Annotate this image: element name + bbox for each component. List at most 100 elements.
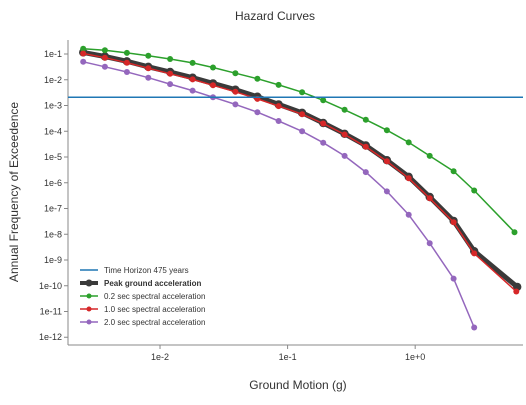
data-point: [426, 195, 433, 202]
legend-swatch-marker: [86, 306, 92, 312]
data-point: [232, 101, 239, 108]
data-point: [210, 82, 216, 89]
data-point: [275, 118, 282, 124]
x-tick-label: 1e+0: [405, 352, 425, 362]
data-point: [145, 74, 152, 81]
y-axis: 1e-1 1e-2 1e-3 1e-4 1e-5 1e-6 1e-7 1e-8 1e-9 1e-1…: [39, 49, 68, 342]
legend: Time Horizon 475 years Peak ground accele…: [80, 266, 205, 327]
data-point: [320, 97, 327, 104]
data-point: [450, 168, 457, 175]
series-4: [80, 58, 478, 331]
data-point: [450, 275, 457, 282]
data-point: [123, 59, 130, 66]
data-point: [383, 158, 390, 165]
x-tick-label: 1e-1: [279, 352, 297, 362]
y-tick-label: 1e-1: [44, 49, 62, 59]
data-point: [254, 109, 261, 116]
data-point: [189, 76, 196, 83]
data-point: [123, 49, 130, 56]
plot-frame: [67, 40, 523, 346]
data-point: [145, 65, 152, 72]
data-point: [513, 288, 520, 295]
data-point: [101, 54, 108, 61]
data-point: [254, 75, 261, 82]
y-tick-label: 1e-2: [44, 75, 62, 85]
data-point: [450, 219, 457, 226]
data-point: [189, 59, 196, 66]
data-point: [383, 127, 390, 134]
data-point: [341, 152, 348, 159]
data-point: [405, 175, 412, 182]
legend-label: 2.0 sec spectral acceleration: [104, 318, 205, 327]
data-point: [405, 211, 412, 218]
data-point: [362, 143, 369, 150]
y-tick-label: 1e-8: [44, 229, 62, 239]
data-point: [123, 69, 130, 75]
data-point: [101, 63, 108, 70]
legend-label: Peak ground acceleration: [104, 279, 201, 288]
legend-entry: Time Horizon 475 years: [80, 266, 189, 275]
y-tick-label: 1e-6: [44, 178, 62, 188]
y-tick-label: 1e-7: [44, 204, 62, 214]
data-point: [167, 70, 174, 77]
series-layer: [79, 45, 522, 331]
legend-entry: 2.0 sec spectral acceleration: [80, 318, 205, 327]
legend-swatch-marker: [86, 319, 92, 325]
legend-swatch-marker: [85, 279, 93, 287]
data-point: [299, 128, 306, 135]
data-point: [320, 139, 327, 146]
data-point: [320, 120, 327, 127]
data-point: [511, 229, 518, 236]
data-point: [101, 47, 108, 54]
y-tick-label: 1e-3: [44, 101, 62, 111]
chart-title: Hazard Curves: [235, 9, 315, 23]
data-point: [426, 240, 433, 247]
data-point: [167, 81, 174, 88]
y-axis-label: Annual Frequency of Exceedence: [7, 102, 21, 282]
legend-entry: 0.2 sec spectral acceleration: [80, 292, 205, 301]
y-tick-label: 1e-12: [39, 332, 62, 342]
data-point: [471, 187, 478, 194]
y-tick-label: 1e-5: [44, 152, 62, 162]
data-point: [362, 116, 369, 123]
data-point: [383, 188, 390, 195]
legend-label: 0.2 sec spectral acceleration: [104, 292, 205, 301]
data-point: [275, 81, 282, 88]
data-point: [299, 111, 306, 118]
data-point: [232, 88, 239, 95]
data-point: [362, 169, 369, 176]
legend-label: Time Horizon 475 years: [104, 266, 189, 275]
data-point: [232, 70, 239, 77]
x-tick-label: 1e-2: [151, 352, 169, 362]
data-point: [341, 131, 348, 138]
legend-entry: 1.0 sec spectral acceleration: [80, 305, 205, 314]
series-line: [83, 48, 516, 233]
data-point: [426, 152, 433, 159]
y-tick-label: 1e-10: [39, 281, 62, 291]
series-3: [80, 50, 520, 295]
data-point: [145, 52, 152, 59]
data-point: [80, 50, 87, 57]
data-point: [275, 103, 282, 110]
data-point: [299, 89, 306, 96]
data-point: [210, 64, 216, 71]
y-tick-label: 1e-9: [44, 255, 62, 265]
data-point: [471, 250, 478, 257]
legend-label: 1.0 sec spectral acceleration: [104, 305, 205, 314]
legend-swatch-marker: [86, 293, 92, 299]
data-point: [80, 45, 87, 52]
y-tick-label: 1e-4: [44, 126, 62, 136]
data-point: [405, 139, 412, 146]
x-axis: 1e-2 1e-1 1e+0: [151, 345, 425, 362]
data-point: [167, 56, 174, 62]
data-point: [80, 58, 87, 65]
x-axis-label: Ground Motion (g): [249, 378, 346, 392]
data-point: [471, 324, 478, 331]
series-2: [80, 45, 518, 236]
data-point: [189, 87, 196, 94]
data-point: [341, 106, 348, 113]
y-tick-label: 1e-11: [40, 306, 62, 316]
legend-entry: Peak ground acceleration: [80, 279, 201, 288]
